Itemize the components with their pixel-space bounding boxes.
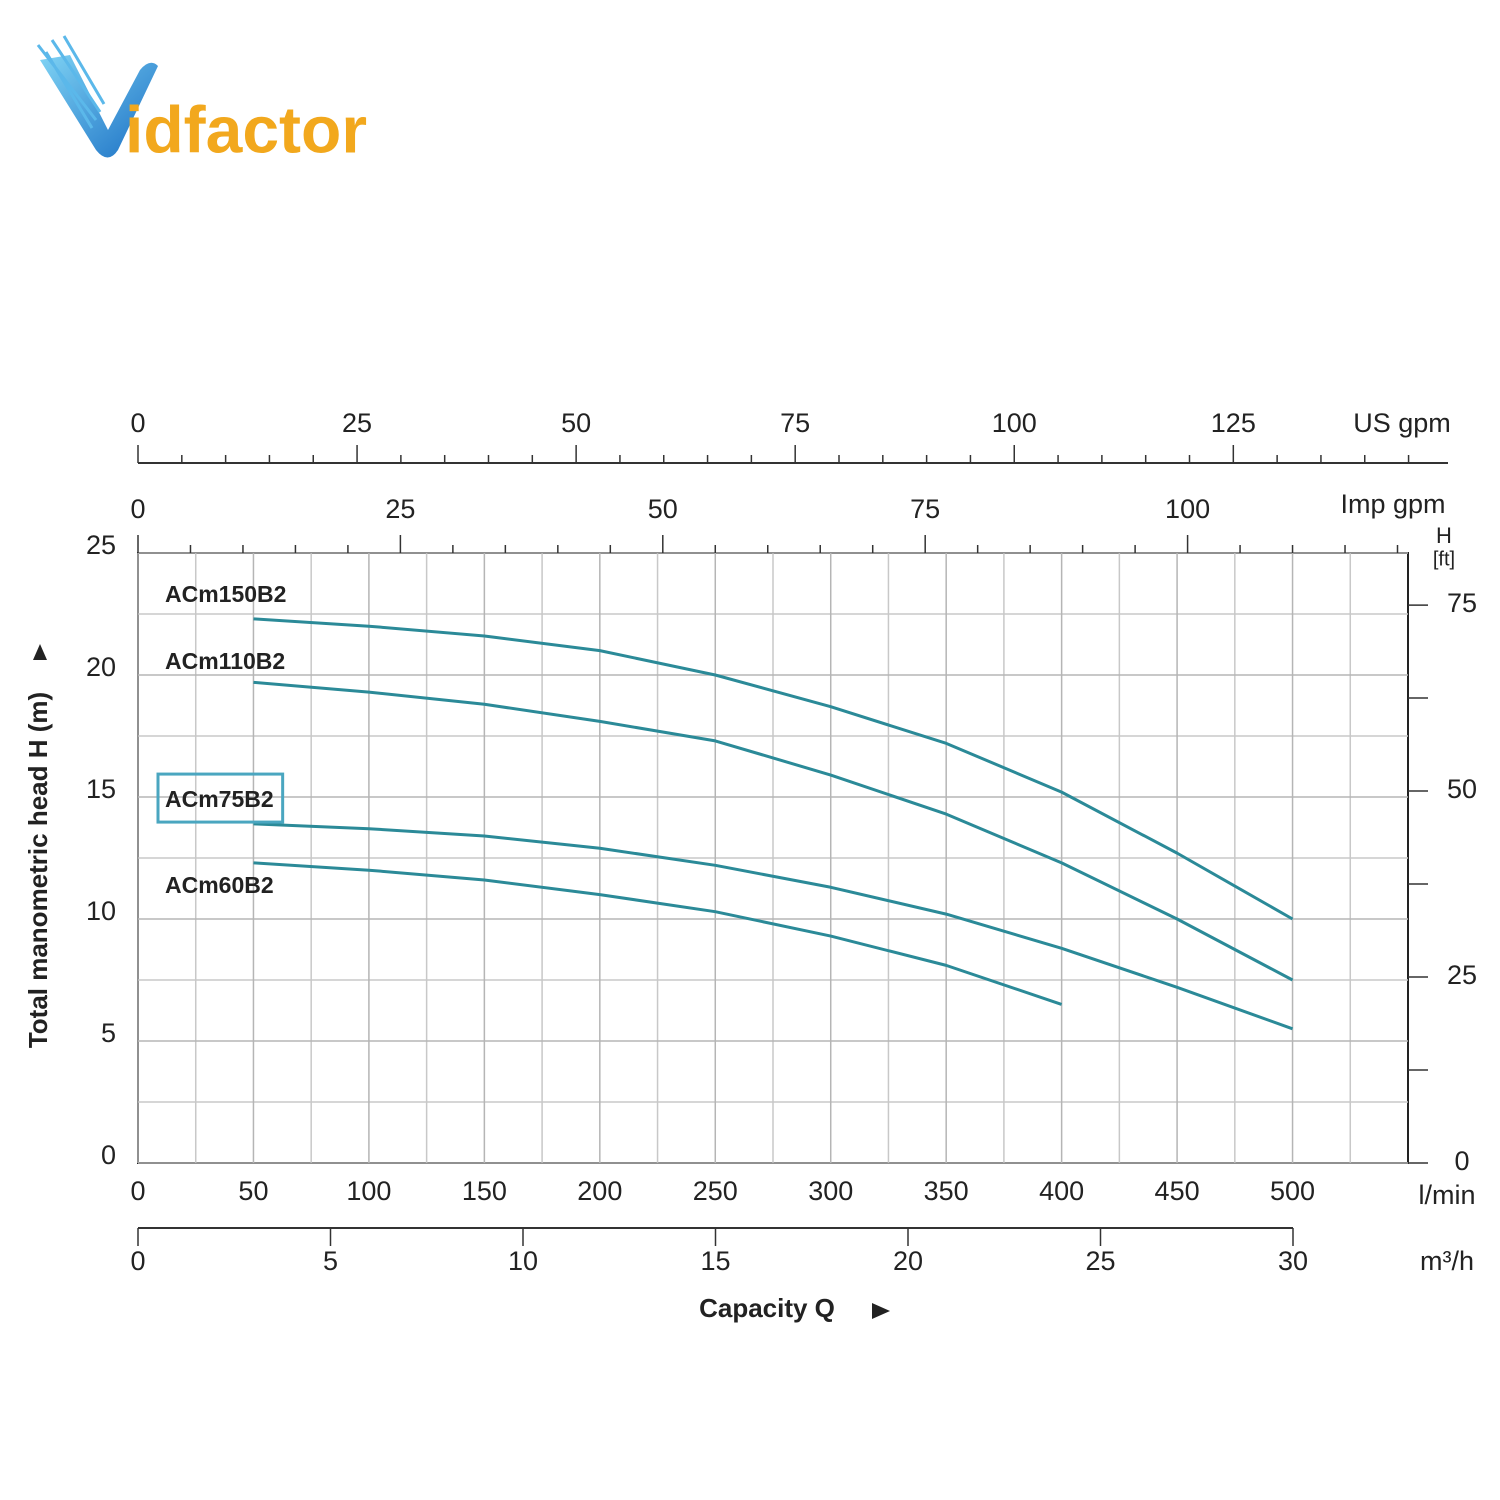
series-line: [253, 680, 1294, 982]
tick-label: 0: [130, 408, 145, 438]
tick-label: 10: [508, 1246, 538, 1276]
x-tick-label: 300: [808, 1176, 853, 1206]
tick-label: 100: [1165, 494, 1210, 524]
axis-name: Imp gpm: [1340, 489, 1445, 519]
tick-label: 75: [780, 408, 810, 438]
tick-label: 50: [1447, 774, 1477, 804]
axis-name: m³/h: [1420, 1246, 1474, 1276]
x-tick-label: 400: [1039, 1176, 1084, 1206]
tick-label: 25: [385, 494, 415, 524]
tick-label: 50: [648, 494, 678, 524]
tick-label: 20: [893, 1246, 923, 1276]
tick-label: 15: [700, 1246, 730, 1276]
x-tick-label: 0: [130, 1176, 145, 1206]
series-label: ACm110B2: [165, 648, 285, 674]
tick-label: 25: [342, 408, 372, 438]
tick-label: 25: [1085, 1246, 1115, 1276]
x-tick-label: 450: [1155, 1176, 1200, 1206]
x-tick-label: 250: [693, 1176, 738, 1206]
tick-label: 75: [1447, 588, 1477, 618]
axis-name: H: [1436, 523, 1452, 548]
x-tick-label: 50: [238, 1176, 268, 1206]
logo-text: idfactor: [125, 92, 367, 166]
series-label: ACm150B2: [165, 581, 286, 607]
x-tick-label: 150: [462, 1176, 507, 1206]
logo-mark: [40, 55, 158, 158]
series-line: [253, 822, 1294, 1031]
tick-label: 5: [323, 1246, 338, 1276]
y-tick-label: 5: [101, 1018, 116, 1048]
tick-label: 125: [1211, 408, 1256, 438]
y-tick-label: 0: [101, 1140, 116, 1170]
logo-streaks: [36, 35, 106, 129]
tick-label: 0: [130, 1246, 145, 1276]
y-tick-label: 15: [86, 774, 116, 804]
tick-label: 0: [130, 494, 145, 524]
y-axis-title: Total manometric head H (m): [23, 692, 53, 1048]
tick-label: 30: [1278, 1246, 1308, 1276]
y-tick-label: 20: [86, 652, 116, 682]
logo: idfactor: [36, 35, 367, 166]
y-tick-label: 25: [86, 530, 116, 560]
series-label: ACm75B2: [165, 786, 274, 812]
y-arrow: [33, 644, 47, 660]
axis-name: US gpm: [1353, 408, 1451, 438]
axis-unit: [ft]: [1433, 548, 1455, 570]
x-arrow: [872, 1303, 890, 1319]
series-line: [253, 617, 1294, 921]
highlight-box: [156, 772, 285, 824]
x-tick-label: 100: [346, 1176, 391, 1206]
tick-label: 50: [561, 408, 591, 438]
x-axis-title: Capacity Q: [699, 1293, 835, 1323]
series-label: ACm60B2: [165, 872, 274, 898]
x-tick-label: 500: [1270, 1176, 1315, 1206]
x-tick-label: 200: [577, 1176, 622, 1206]
tick-label: 0: [1454, 1146, 1469, 1176]
tick-label: 100: [992, 408, 1037, 438]
x-unit: l/min: [1418, 1180, 1475, 1210]
tick-label: 75: [910, 494, 940, 524]
y-tick-label: 10: [86, 896, 116, 926]
tick-label: 25: [1447, 960, 1477, 990]
series-line: [253, 861, 1063, 1006]
x-tick-label: 350: [924, 1176, 969, 1206]
